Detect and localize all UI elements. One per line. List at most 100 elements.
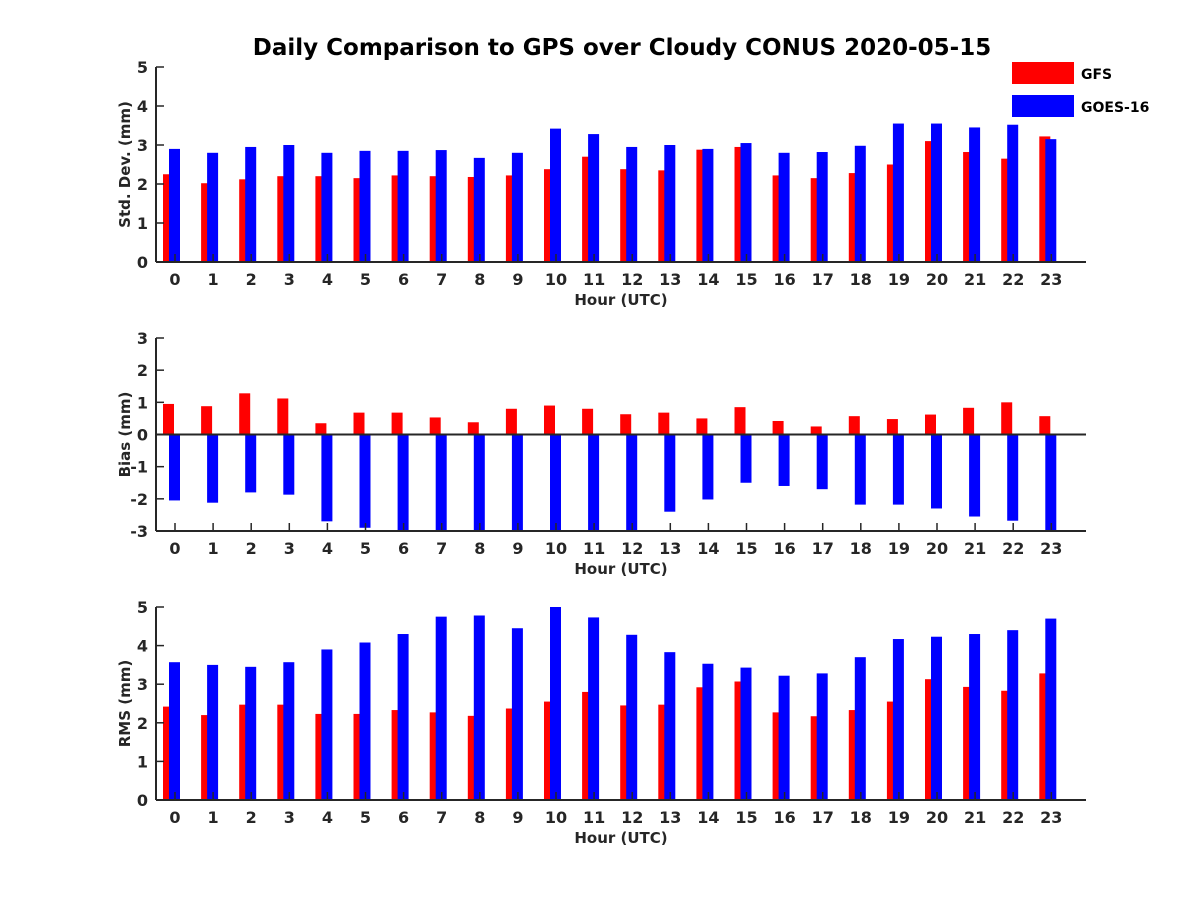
bar-goes16-1-13 bbox=[664, 145, 676, 262]
bar-gfs-2-16 bbox=[772, 420, 784, 435]
bar-gfs-1-23 bbox=[1039, 136, 1051, 262]
x-tick-label: 15 bbox=[735, 808, 757, 827]
bar-gfs-2-7 bbox=[429, 417, 441, 435]
bar-goes16-3-3 bbox=[283, 662, 295, 800]
bar-goes16-3-15 bbox=[740, 667, 752, 800]
x-tick-label: 7 bbox=[436, 270, 447, 289]
x-tick-label: 10 bbox=[545, 270, 567, 289]
bar-goes16-1-17 bbox=[816, 152, 828, 262]
x-tick-label: 5 bbox=[360, 808, 371, 827]
bar-gfs-1-19 bbox=[886, 164, 898, 262]
bar-goes16-2-23 bbox=[1045, 434, 1057, 531]
y-tick-label: 4 bbox=[137, 637, 148, 656]
bar-goes16-3-12 bbox=[626, 634, 638, 800]
bar-goes16-1-8 bbox=[473, 157, 485, 262]
x-tick-label: 23 bbox=[1040, 539, 1062, 558]
x-tick-label: 14 bbox=[697, 808, 719, 827]
bar-goes16-1-12 bbox=[626, 146, 638, 262]
bar-gfs-3-9 bbox=[505, 708, 517, 800]
x-tick-label: 0 bbox=[169, 539, 180, 558]
bar-goes16-1-5 bbox=[359, 150, 371, 262]
x-tick-label: 9 bbox=[512, 808, 523, 827]
bar-gfs-3-19 bbox=[886, 701, 898, 800]
bar-goes16-3-20 bbox=[931, 636, 942, 800]
bar-gfs-3-6 bbox=[391, 710, 403, 800]
bar-goes16-2-6 bbox=[397, 434, 409, 531]
x-tick-label: 2 bbox=[246, 270, 257, 289]
bar-goes16-2-5 bbox=[359, 434, 371, 528]
bar-gfs-3-2 bbox=[239, 704, 251, 800]
bar-goes16-2-22 bbox=[1007, 434, 1019, 521]
y-tick-label: 3 bbox=[137, 136, 148, 155]
y-tick-label: -2 bbox=[130, 490, 148, 509]
y-tick-label: -1 bbox=[130, 458, 148, 477]
bar-gfs-3-7 bbox=[429, 712, 441, 800]
x-tick-label: 12 bbox=[621, 270, 643, 289]
x-tick-label: 17 bbox=[812, 539, 834, 558]
x-tick-label: 22 bbox=[1002, 539, 1024, 558]
bar-gfs-1-20 bbox=[925, 141, 936, 262]
bar-gfs-2-14 bbox=[696, 418, 708, 435]
x-axis-label: Hour (UTC) bbox=[574, 560, 667, 578]
y-tick-label: 3 bbox=[137, 675, 148, 694]
y-tick-label: 3 bbox=[137, 329, 148, 348]
bar-gfs-2-3 bbox=[277, 398, 289, 435]
x-tick-label: 1 bbox=[208, 270, 219, 289]
bar-goes16-1-11 bbox=[588, 134, 600, 262]
x-tick-label: 3 bbox=[284, 808, 295, 827]
x-tick-label: 17 bbox=[812, 808, 834, 827]
bar-gfs-3-22 bbox=[1001, 690, 1013, 800]
bar-goes16-1-1 bbox=[207, 152, 219, 262]
bar-goes16-3-22 bbox=[1007, 630, 1019, 800]
bar-goes16-2-4 bbox=[321, 434, 333, 522]
bar-gfs-3-15 bbox=[734, 681, 746, 800]
bar-gfs-1-21 bbox=[963, 152, 975, 262]
bar-goes16-1-18 bbox=[854, 145, 866, 262]
y-tick-label: 4 bbox=[137, 97, 148, 116]
x-tick-label: 9 bbox=[512, 270, 523, 289]
y-tick-label: 1 bbox=[137, 393, 148, 412]
bar-goes16-1-9 bbox=[511, 152, 523, 262]
legend-label-goes16: GOES-16 bbox=[1081, 100, 1149, 116]
x-tick-label: 11 bbox=[583, 270, 605, 289]
bar-goes16-2-12 bbox=[626, 434, 638, 531]
bar-gfs-1-1 bbox=[201, 183, 213, 262]
bar-goes16-3-4 bbox=[321, 649, 333, 800]
bar-gfs-3-10 bbox=[544, 701, 555, 800]
x-tick-label: 5 bbox=[360, 270, 371, 289]
bar-gfs-2-6 bbox=[391, 412, 403, 435]
x-tick-label: 0 bbox=[169, 270, 180, 289]
x-tick-label: 8 bbox=[474, 808, 485, 827]
x-tick-label: 7 bbox=[436, 808, 447, 827]
bar-gfs-2-22 bbox=[1001, 402, 1013, 435]
x-tick-label: 3 bbox=[284, 539, 295, 558]
bar-goes16-3-13 bbox=[664, 652, 676, 800]
bar-goes16-1-16 bbox=[778, 152, 790, 262]
x-tick-label: 8 bbox=[474, 270, 485, 289]
x-tick-label: 11 bbox=[583, 539, 605, 558]
bar-goes16-2-9 bbox=[511, 434, 523, 531]
bar-gfs-2-4 bbox=[315, 423, 327, 435]
bar-goes16-2-19 bbox=[892, 434, 904, 505]
bar-gfs-2-0 bbox=[163, 403, 174, 435]
y-tick-label: -3 bbox=[130, 522, 148, 541]
bar-goes16-2-17 bbox=[816, 434, 828, 490]
bar-goes16-1-20 bbox=[931, 123, 942, 262]
x-tick-label: 21 bbox=[964, 539, 986, 558]
bar-gfs-2-19 bbox=[886, 419, 898, 435]
bar-gfs-1-9 bbox=[505, 175, 517, 262]
bar-goes16-2-18 bbox=[854, 434, 866, 505]
bar-gfs-2-11 bbox=[582, 408, 594, 435]
bar-gfs-1-6 bbox=[391, 175, 403, 262]
bar-goes16-2-15 bbox=[740, 434, 752, 483]
x-tick-label: 4 bbox=[322, 270, 333, 289]
x-tick-label: 14 bbox=[697, 270, 719, 289]
x-tick-label: 4 bbox=[322, 539, 333, 558]
bar-goes16-2-16 bbox=[778, 434, 790, 486]
y-tick-label: 0 bbox=[137, 791, 148, 810]
bar-gfs-1-3 bbox=[277, 176, 289, 262]
bar-gfs-1-8 bbox=[467, 176, 479, 262]
